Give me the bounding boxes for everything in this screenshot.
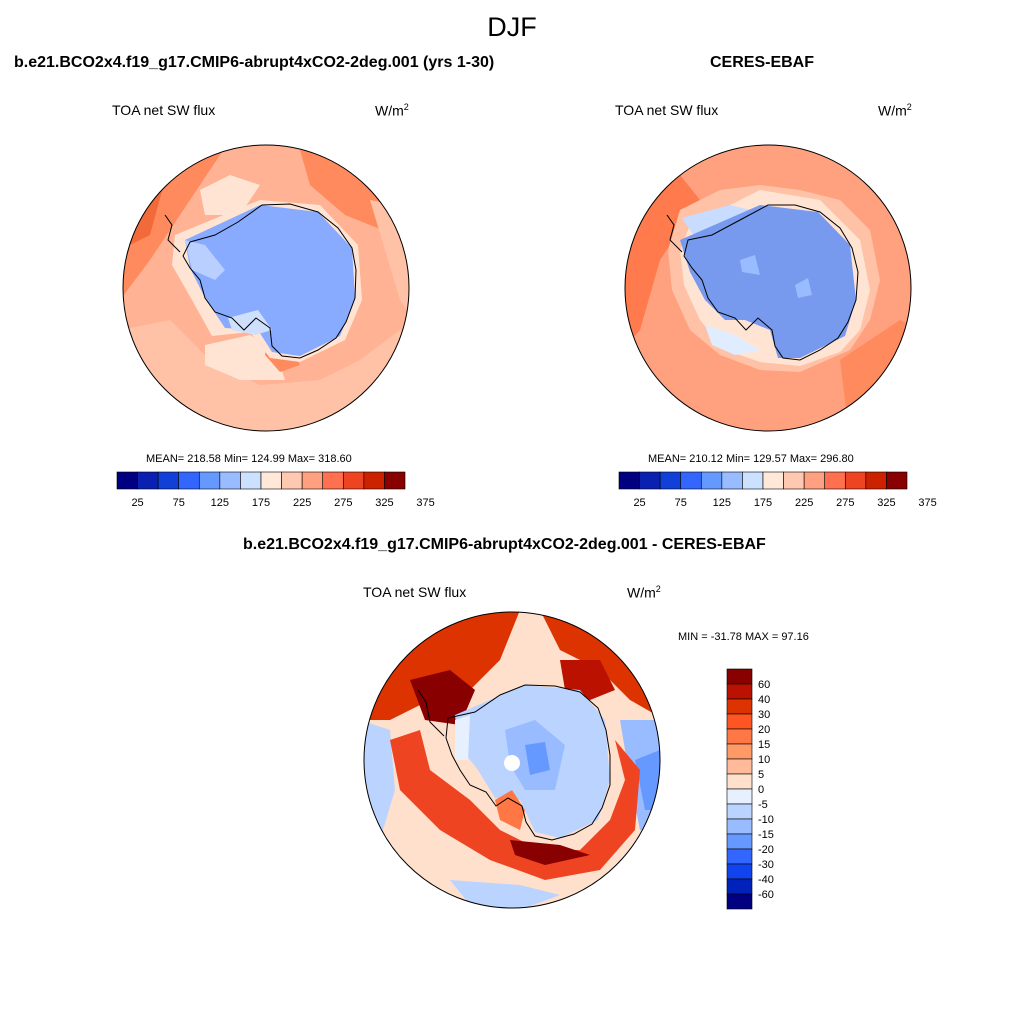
colorbar-obs-box xyxy=(803,471,826,490)
colorbar-model-tick-label: 25 xyxy=(131,497,143,509)
panel3-units: W/m2 xyxy=(627,584,661,601)
colorbar-model-box xyxy=(137,471,159,490)
panel2-variable: TOA net SW flux xyxy=(615,102,719,118)
colorbar-obs-box xyxy=(659,471,682,490)
colorbar-obs-box xyxy=(783,471,805,490)
panel3-variable: TOA net SW flux xyxy=(363,584,467,600)
panel1-stats: MEAN= 218.58 Min= 124.99 Max= 318.60 xyxy=(146,453,352,465)
colorbar-difference-tick-label: -30 xyxy=(758,859,774,871)
colorbar-obs-box xyxy=(762,471,784,490)
colorbar-difference-tick-label: 5 xyxy=(758,769,764,781)
colorbar-model-tick-label: 375 xyxy=(416,497,434,509)
map-model xyxy=(122,144,410,432)
colorbar-obs-tick-label: 225 xyxy=(795,497,813,509)
colorbar-model-tick-label: 175 xyxy=(252,497,270,509)
colorbar-difference-tick-label: 10 xyxy=(758,754,770,766)
colorbar-obs-box xyxy=(639,471,661,490)
colorbar-difference-box xyxy=(726,713,753,730)
figure-title: DJF xyxy=(487,12,537,42)
panel3-stats: MIN = -31.78 MAX = 97.16 xyxy=(678,631,809,643)
colorbar-obs-tick-label: 275 xyxy=(836,497,854,509)
colorbar-difference-tick-label: -5 xyxy=(758,799,768,811)
panel1-title: b.e21.BCO2x4.f19_g17.CMIP6-abrupt4xCO2-2… xyxy=(14,54,495,71)
colorbar-model-box xyxy=(157,471,180,490)
panel1-units: W/m2 xyxy=(375,102,409,119)
colorbar-model: 25 75 125 175 225 275 325 375 xyxy=(116,471,435,509)
colorbar-model-box xyxy=(116,471,138,490)
colorbar-obs-box xyxy=(700,471,723,490)
colorbar-model-tick-label: 275 xyxy=(334,497,352,509)
panel1-variable: TOA net SW flux xyxy=(112,102,216,118)
colorbar-model-box xyxy=(322,471,344,490)
colorbar-difference: 60 40 30 20 15 10 5 0 -5 -10 -15 -20 -30 -40 -60 xyxy=(726,668,774,910)
colorbar-difference-tick-label: 40 xyxy=(758,694,770,706)
colorbar-model-box xyxy=(342,471,365,490)
colorbar-model-box xyxy=(281,471,303,490)
colorbar-model-box xyxy=(240,471,262,490)
colorbar-difference-tick-label: 0 xyxy=(758,784,764,796)
colorbar-obs-tick-label: 75 xyxy=(675,497,687,509)
colorbar-difference-box xyxy=(726,773,753,790)
colorbar-obs-tick-label: 175 xyxy=(754,497,772,509)
colorbar-difference-tick-label: 60 xyxy=(758,679,770,691)
colorbar-model-box xyxy=(363,471,385,490)
colorbar-difference-tick-label: -15 xyxy=(758,829,774,841)
colorbar-obs-box xyxy=(680,471,702,490)
colorbar-model-box xyxy=(260,471,282,490)
colorbar-difference-box xyxy=(726,863,753,880)
colorbar-difference-tick-label: -20 xyxy=(758,844,774,856)
colorbar-obs-box xyxy=(721,471,743,490)
colorbar-model-tick-label: 125 xyxy=(211,497,229,509)
panel3-title: b.e21.BCO2x4.f19_g17.CMIP6-abrupt4xCO2-2… xyxy=(243,536,766,553)
colorbar-difference-box xyxy=(726,698,753,715)
colorbar-obs-box xyxy=(844,471,867,490)
colorbar-difference-box xyxy=(726,728,753,745)
colorbar-difference-box xyxy=(726,803,753,820)
colorbar-difference-box xyxy=(726,683,753,700)
colorbar-difference-tick-label: 15 xyxy=(758,739,770,751)
colorbar-model-tick-label: 75 xyxy=(173,497,185,509)
colorbar-obs-box xyxy=(886,471,908,490)
colorbar-difference-tick-label: 30 xyxy=(758,709,770,721)
colorbar-difference-box xyxy=(726,758,753,775)
colorbar-obs: 25 75 125 175 225 275 325 375 xyxy=(618,471,937,509)
colorbar-difference-box xyxy=(726,893,753,910)
colorbar-obs-box xyxy=(824,471,846,490)
colorbar-obs-box xyxy=(865,471,887,490)
colorbar-obs-box xyxy=(618,471,640,490)
colorbar-obs-tick-label: 125 xyxy=(713,497,731,509)
colorbar-obs-box xyxy=(742,471,764,490)
colorbar-difference-box xyxy=(726,818,753,835)
colorbar-difference-box xyxy=(726,788,753,805)
colorbar-obs-tick-label: 25 xyxy=(633,497,645,509)
colorbar-difference-tick-label: 20 xyxy=(758,724,770,736)
colorbar-difference-box xyxy=(726,833,753,850)
colorbar-model-box xyxy=(384,471,406,490)
colorbar-difference-box xyxy=(726,848,753,865)
colorbar-obs-tick-label: 325 xyxy=(877,497,895,509)
panel2-title: CERES-EBAF xyxy=(710,54,815,71)
colorbar-difference-tick-label: -10 xyxy=(758,814,774,826)
colorbar-difference-tick-label: -60 xyxy=(758,889,774,901)
colorbar-model-box xyxy=(198,471,221,490)
colorbar-model-tick-label: 225 xyxy=(293,497,311,509)
colorbar-difference-box xyxy=(726,878,753,895)
colorbar-model-box xyxy=(219,471,241,490)
panel2-stats: MEAN= 210.12 Min= 129.57 Max= 296.80 xyxy=(648,453,854,465)
map-obs xyxy=(624,144,912,432)
panel2-units: W/m2 xyxy=(878,102,912,119)
colorbar-difference-box xyxy=(726,668,753,685)
colorbar-model-box xyxy=(301,471,324,490)
map-difference xyxy=(363,611,661,909)
colorbar-model-box xyxy=(178,471,200,490)
colorbar-obs-tick-label: 375 xyxy=(918,497,936,509)
colorbar-difference-box xyxy=(726,743,753,760)
colorbar-model-tick-label: 325 xyxy=(375,497,393,509)
colorbar-difference-tick-label: -40 xyxy=(758,874,774,886)
